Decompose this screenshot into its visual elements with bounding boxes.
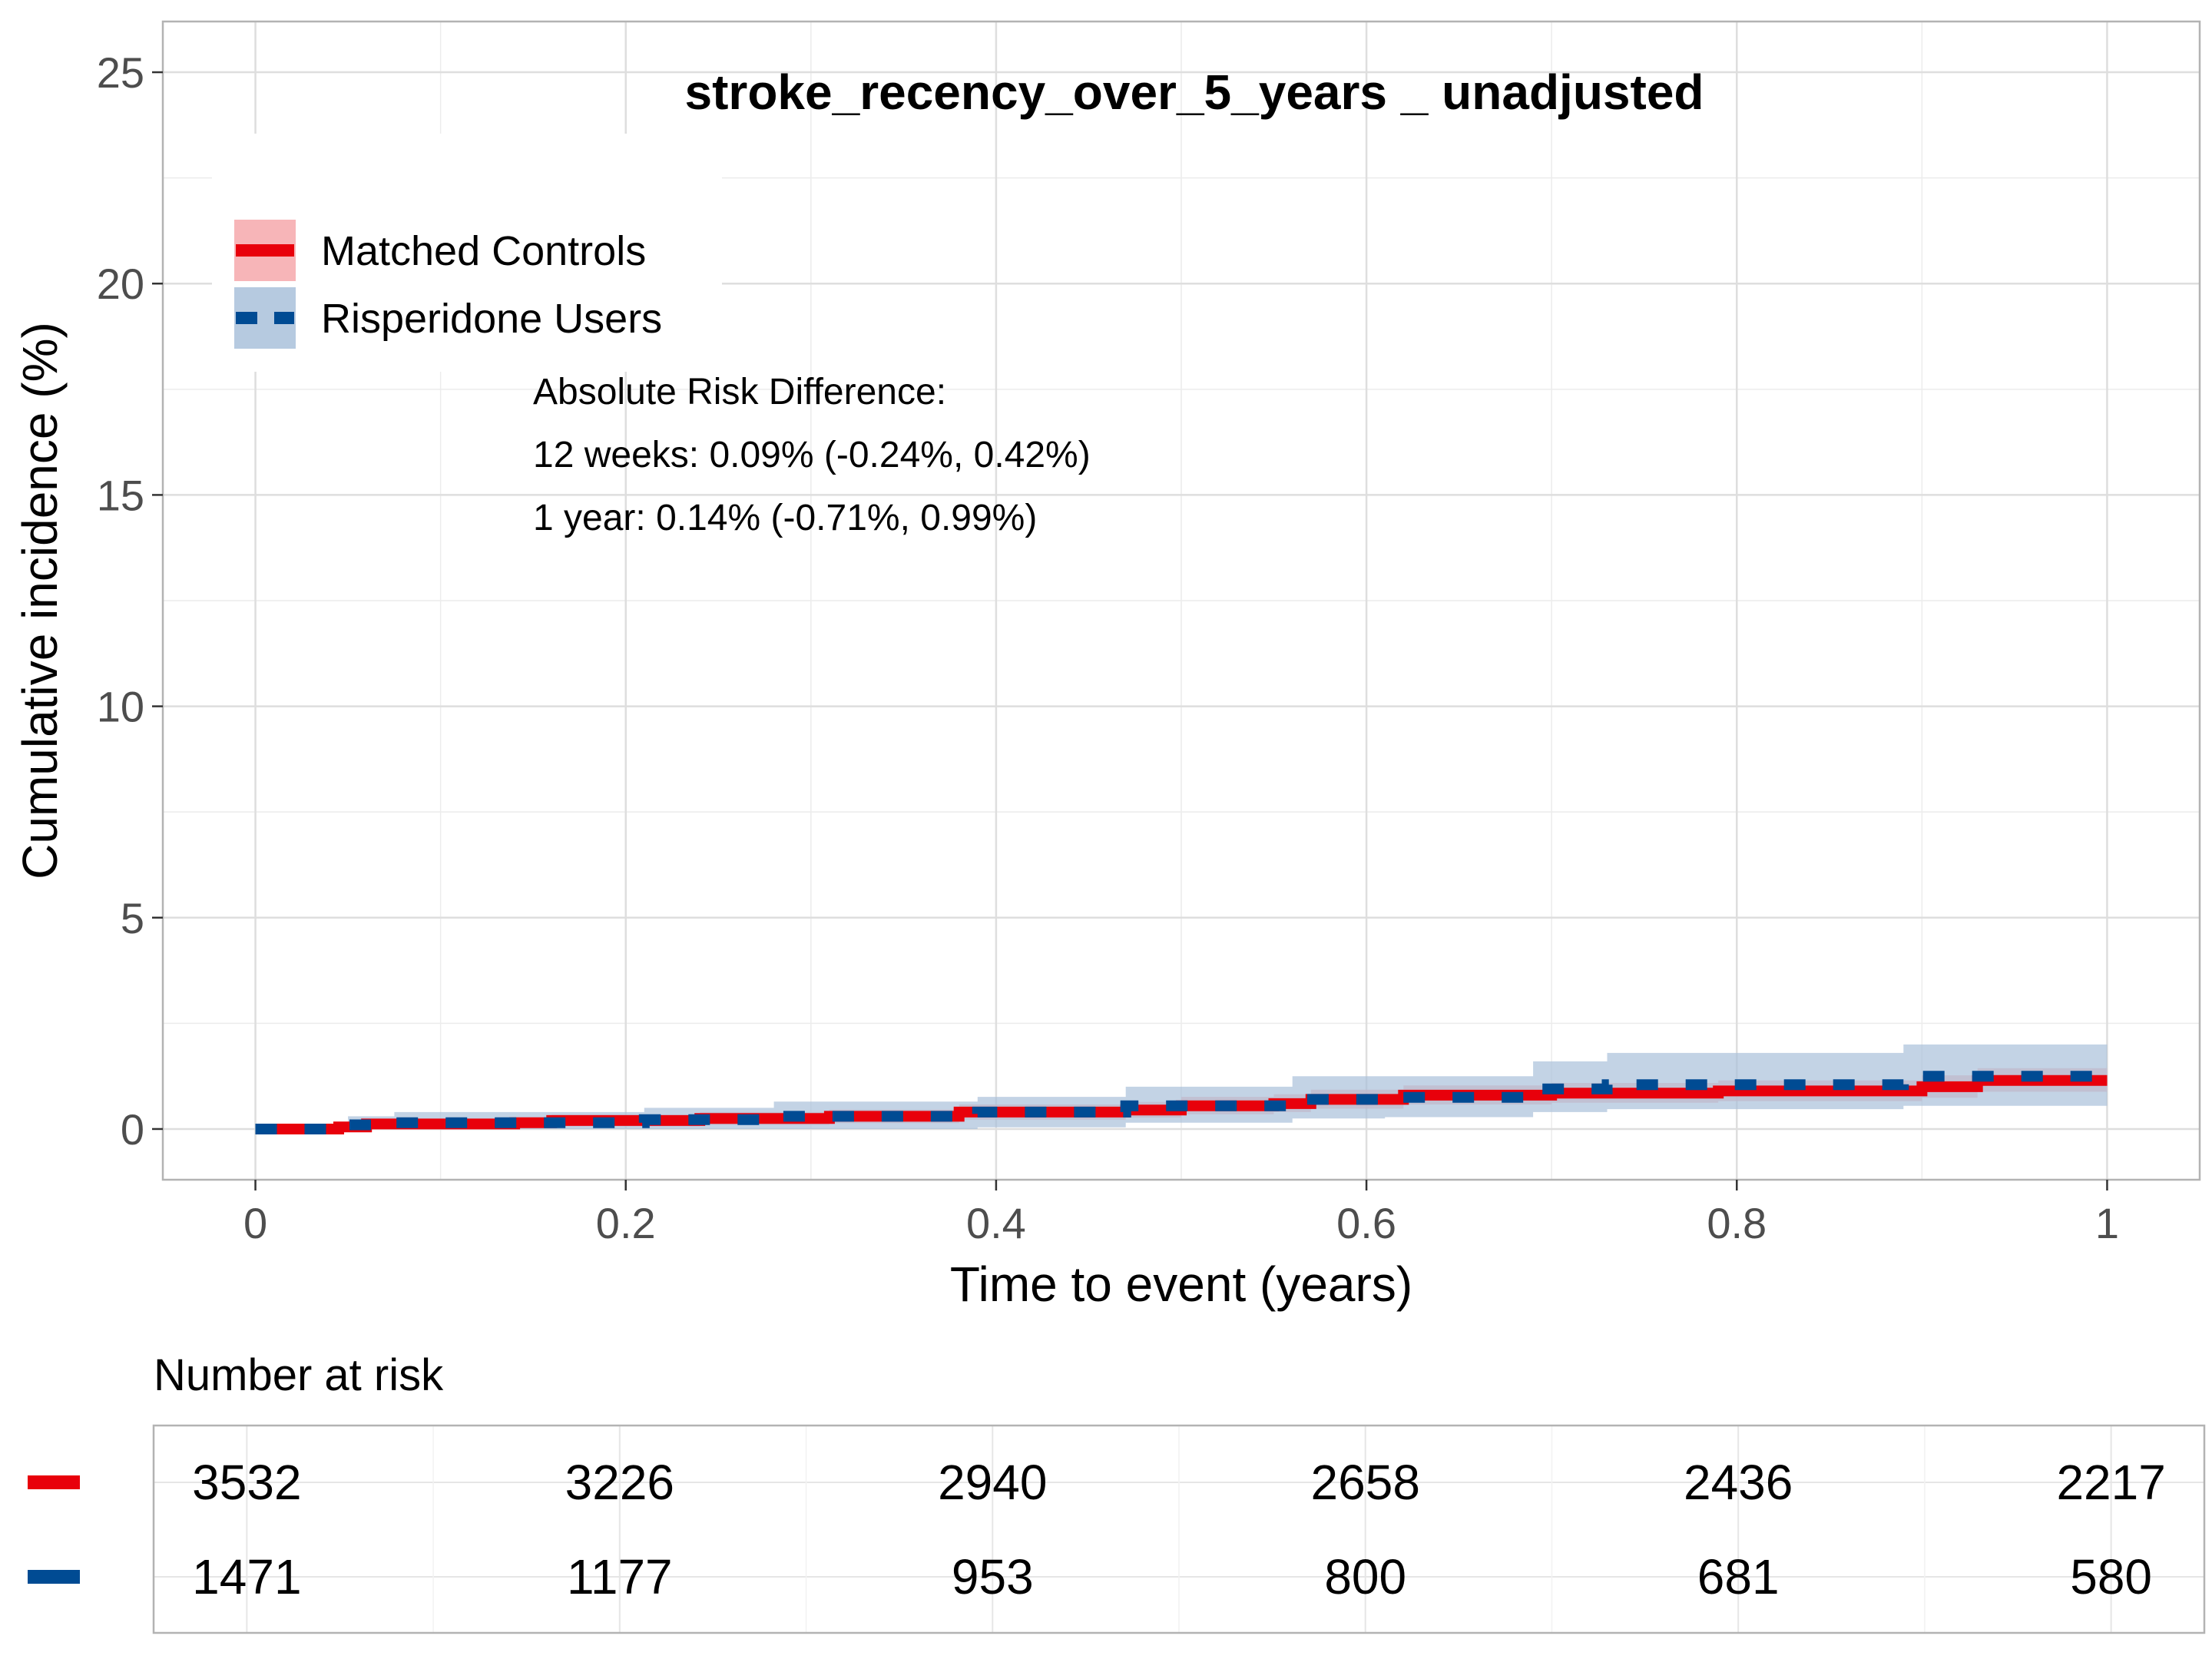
risk-table: Number at risk 3532 3226 2940 2658 2436 2217 1… (28, 1350, 2206, 1634)
risk-table-value: 2658 (1311, 1455, 1420, 1510)
x-tick-label: 0.4 (966, 1199, 1026, 1247)
risk-table-value: 580 (2070, 1549, 2152, 1604)
series-line-risperidone-users (255, 1071, 2108, 1134)
x-tick-label: 1 (2095, 1199, 2119, 1247)
y-tick-label: 0 (121, 1105, 144, 1154)
series-lines (255, 1071, 2108, 1134)
x-tick-label: 0 (243, 1199, 267, 1247)
plot-panel-border (161, 20, 2201, 1181)
chart-title: stroke_recency_over_5_years _ unadjusted (685, 65, 1704, 120)
y-tick-label: 15 (97, 471, 144, 519)
y-tick-label: 5 (121, 894, 144, 942)
y-tick-label: 10 (97, 683, 144, 731)
risk-table-value: 800 (1324, 1549, 1406, 1604)
x-axis-title: Time to event (years) (950, 1257, 1412, 1312)
legend-label-risperidone-users: Risperidone Users (321, 296, 662, 342)
risk-table-grid (154, 1426, 2204, 1633)
y-tick-label: 20 (97, 260, 144, 308)
y-tick-label: 25 (97, 48, 144, 97)
grid (163, 22, 2200, 1180)
risk-table-value: 953 (952, 1549, 1034, 1604)
legend: Matched Controls Risperidone Users (212, 134, 722, 372)
legend-background (212, 134, 722, 372)
risk-table-value: 2436 (1684, 1455, 1793, 1510)
risk-table-value: 1177 (567, 1549, 673, 1604)
x-tick-label: 0.8 (1707, 1199, 1767, 1247)
y-axis-title: Cumulative incidence (%) (12, 322, 68, 879)
risk-table-border (152, 1424, 2206, 1634)
risk-table-value: 2217 (2056, 1455, 2165, 1510)
legend-item-risperidone-users: Risperidone Users (234, 287, 662, 349)
y-axis-ticks: 0 5 10 15 20 25 (97, 48, 163, 1154)
legend-item-matched-controls: Matched Controls (234, 220, 646, 281)
risk-table-keys (28, 1475, 80, 1584)
annotation-heading: Absolute Risk Difference: (533, 372, 946, 412)
annotation-1-year: 1 year: 0.14% (-0.71%, 0.99%) (533, 498, 1037, 538)
risk-table-title: Number at risk (154, 1350, 444, 1400)
risk-table-values: 3532 3226 2940 2658 2436 2217 1471 1177 953 800 68… (192, 1455, 2166, 1604)
x-tick-label: 0.2 (596, 1199, 656, 1247)
risk-table-value: 1471 (192, 1549, 301, 1604)
risk-difference-annotation: Absolute Risk Difference: 12 weeks: 0.09… (533, 372, 1091, 538)
x-axis-ticks: 0 0.2 0.4 0.6 0.8 1 (243, 1180, 2119, 1247)
annotation-12-weeks: 12 weeks: 0.09% (-0.24%, 0.42%) (533, 435, 1091, 475)
x-tick-label: 0.6 (1336, 1199, 1396, 1247)
confidence-band-risperidone-users (255, 1044, 2108, 1129)
risk-table-value: 681 (1697, 1549, 1780, 1604)
risk-table-value: 3226 (565, 1455, 674, 1510)
legend-label-matched-controls: Matched Controls (321, 228, 646, 274)
risk-table-value: 2940 (938, 1455, 1047, 1510)
risk-table-value: 3532 (192, 1455, 301, 1510)
